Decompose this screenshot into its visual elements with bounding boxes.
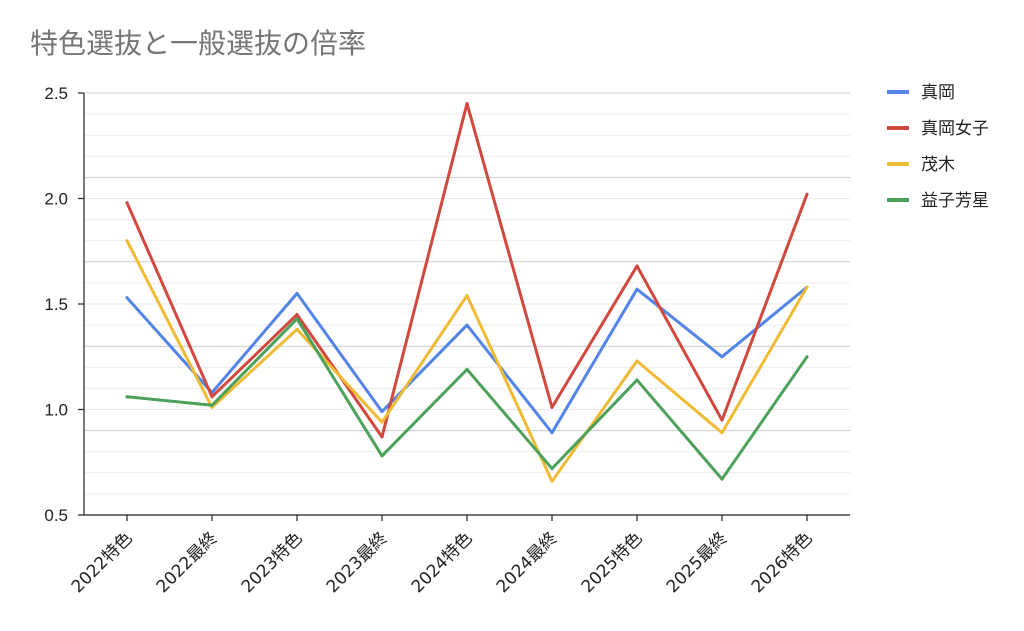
data-point	[295, 327, 299, 331]
data-point	[550, 479, 554, 483]
x-tick-label: 2025最終	[663, 528, 732, 597]
x-tick-label: 2022最終	[153, 528, 222, 597]
data-point	[125, 239, 129, 243]
data-point	[550, 405, 554, 409]
x-tick-label: 2026特色	[748, 528, 817, 597]
y-tick-label: 2.0	[44, 190, 68, 209]
chart-title: 特色選抜と一般選抜の倍率	[30, 27, 367, 60]
y-tick-label: 2.5	[44, 84, 68, 103]
x-tick-label: 2023特色	[238, 528, 307, 597]
x-tick-label: 2024特色	[408, 528, 477, 597]
x-tick-label: 2025特色	[578, 528, 647, 597]
data-point	[125, 395, 129, 399]
data-point	[380, 420, 384, 424]
legend-label: 茂木	[921, 155, 955, 175]
data-point	[805, 355, 809, 359]
data-point	[465, 367, 469, 371]
data-point	[720, 355, 724, 359]
y-tick-label: 0.5	[44, 506, 68, 525]
data-point	[380, 410, 384, 414]
data-point	[125, 296, 129, 300]
y-tick-label: 1.5	[44, 295, 68, 314]
data-point	[720, 418, 724, 422]
legend-label: 真岡女子	[921, 119, 989, 139]
legend-label: 真岡	[921, 83, 955, 103]
data-point	[720, 477, 724, 481]
data-point	[720, 431, 724, 435]
data-point	[295, 291, 299, 295]
data-point	[635, 287, 639, 291]
data-point	[550, 431, 554, 435]
data-point	[295, 313, 299, 317]
data-point	[465, 102, 469, 106]
data-point	[210, 403, 214, 407]
x-tick-label: 2024最終	[493, 528, 562, 597]
x-tick-label: 2023最終	[323, 528, 392, 597]
x-tick-label: 2022特色	[68, 528, 137, 597]
data-point	[635, 359, 639, 363]
data-point	[635, 264, 639, 268]
series-line	[125, 239, 809, 483]
data-point	[635, 378, 639, 382]
data-point	[465, 323, 469, 327]
data-point	[380, 435, 384, 439]
data-point	[805, 192, 809, 196]
series-line	[125, 285, 809, 435]
legend-label: 益子芳星	[921, 191, 989, 211]
data-point	[465, 294, 469, 298]
data-point	[550, 467, 554, 471]
data-point	[295, 317, 299, 321]
data-point	[125, 201, 129, 205]
y-tick-label: 1.0	[44, 401, 68, 420]
data-point	[805, 285, 809, 289]
data-point	[380, 454, 384, 458]
data-point	[210, 395, 214, 399]
